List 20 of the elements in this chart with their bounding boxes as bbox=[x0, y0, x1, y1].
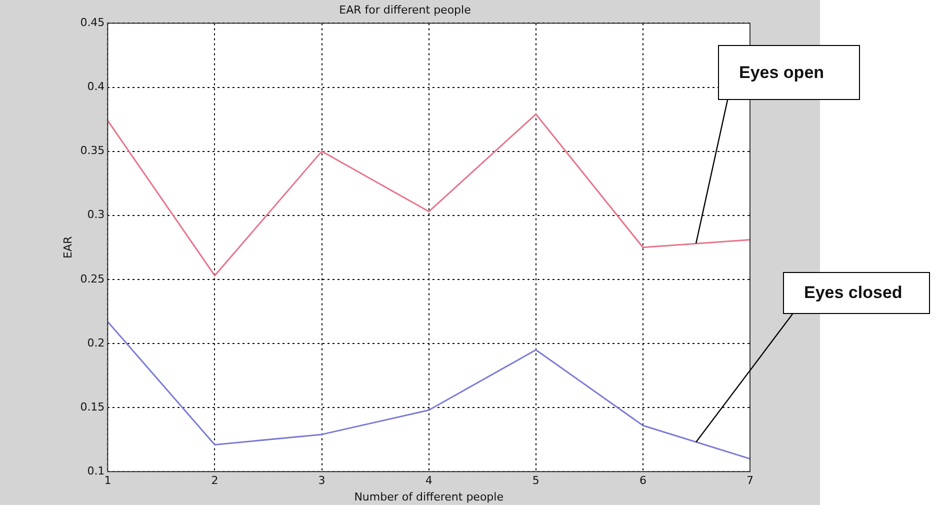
y-tick-label: 0.25 bbox=[80, 272, 105, 286]
y-tick-label: 0.45 bbox=[80, 16, 105, 30]
chart-title: EAR for different people bbox=[339, 3, 472, 16]
x-tick-label: 3 bbox=[318, 474, 326, 488]
y-tick-label: 0.15 bbox=[80, 400, 105, 414]
y-tick-label: 0.4 bbox=[87, 80, 105, 94]
y-tick-label: 0.2 bbox=[87, 336, 105, 350]
x-tick-label: 6 bbox=[639, 474, 646, 488]
y-axis-title: EAR bbox=[61, 236, 74, 258]
y-tick-label: 0.35 bbox=[80, 144, 105, 158]
x-tick-label: 2 bbox=[211, 474, 218, 488]
x-tick-label: 5 bbox=[532, 474, 540, 488]
callout-box: Eyes closed bbox=[783, 272, 930, 314]
x-axis-title: Number of different people bbox=[354, 490, 504, 504]
x-tick-label: 1 bbox=[104, 474, 112, 488]
x-tick-label: 7 bbox=[746, 474, 754, 488]
y-tick-label: 0.3 bbox=[87, 208, 105, 222]
y-tick-label: 0.1 bbox=[87, 464, 105, 478]
x-tick-label: 4 bbox=[425, 474, 432, 488]
callout-box: Eyes open bbox=[718, 45, 860, 100]
